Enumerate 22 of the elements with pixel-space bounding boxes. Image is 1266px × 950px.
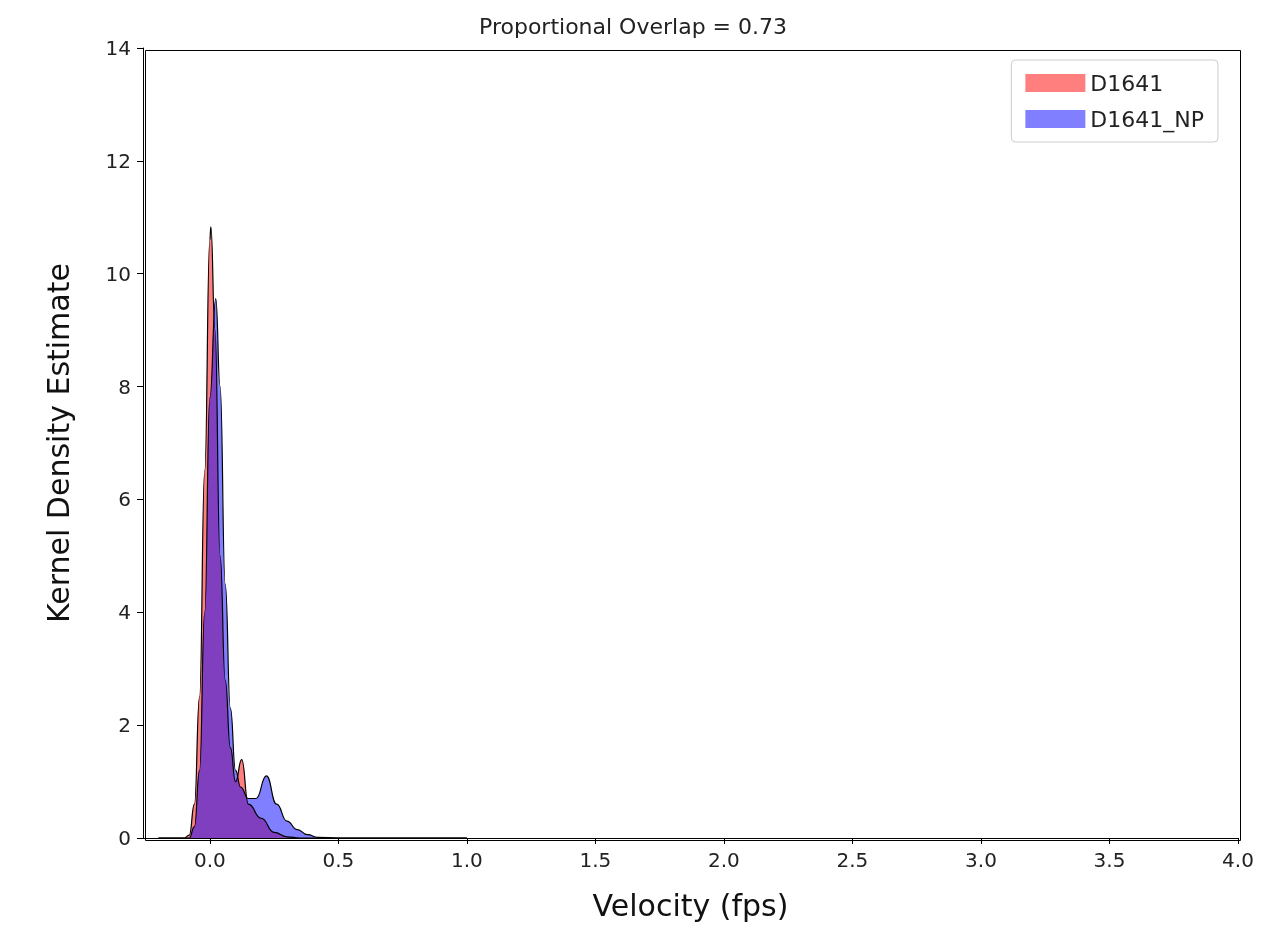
x-tick-label: 4.0	[1222, 848, 1254, 872]
y-axis-title: Kernel Density Estimate	[40, 263, 76, 623]
x-tick-label: 2.0	[708, 848, 740, 872]
y-tick-label: 2	[118, 713, 131, 738]
x-tick-label: 0.5	[322, 848, 355, 872]
x-axis-title: Velocity (fps)	[592, 887, 789, 923]
legend-label: D1641	[1090, 70, 1164, 96]
x-tick-label: 1.5	[579, 848, 612, 872]
y-tick-label: 14	[105, 36, 131, 60]
x-tick-label: 0.0	[193, 848, 226, 872]
y-tick-label: 0	[118, 826, 131, 850]
chart-title: Proportional Overlap = 0.73	[479, 13, 787, 39]
y-tick-label: 10	[105, 261, 131, 286]
y-tick-label: 12	[105, 148, 131, 173]
x-tick-label: 3.0	[965, 848, 997, 872]
x-tick-label: 1.0	[450, 848, 483, 872]
legend-label: D1641_NP	[1090, 106, 1204, 133]
y-tick-label: 8	[118, 374, 131, 399]
y-tick-label: 4	[118, 600, 131, 625]
x-tick-label: 2.5	[836, 848, 869, 872]
x-tick-label: 3.5	[1093, 848, 1126, 872]
y-tick-label: 6	[118, 487, 131, 512]
